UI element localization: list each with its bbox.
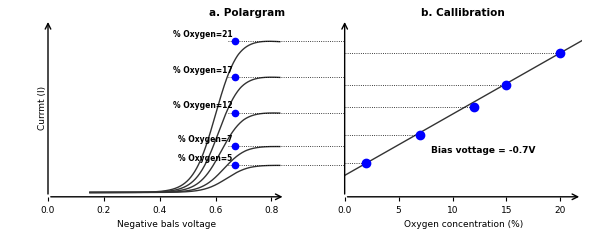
X-axis label: Negative bals voltage: Negative bals voltage [117,220,216,229]
Text: % Oxygen=7: % Oxygen=7 [178,135,232,144]
Text: a. Polargram: a. Polargram [209,8,286,18]
Text: % Oxygen=5: % Oxygen=5 [178,154,232,163]
Text: % Oxygen=12: % Oxygen=12 [173,102,232,110]
Text: Bias vottage = -0.7V: Bias vottage = -0.7V [431,146,535,155]
Text: % Oxygen=17: % Oxygen=17 [173,66,232,75]
Text: % Oxygen=21: % Oxygen=21 [173,30,232,39]
Title: b. Callibration: b. Callibration [421,8,505,18]
X-axis label: Oxygen concentration (%): Oxygen concentration (%) [404,220,523,229]
Y-axis label: Currmt (I): Currmt (I) [38,86,47,130]
